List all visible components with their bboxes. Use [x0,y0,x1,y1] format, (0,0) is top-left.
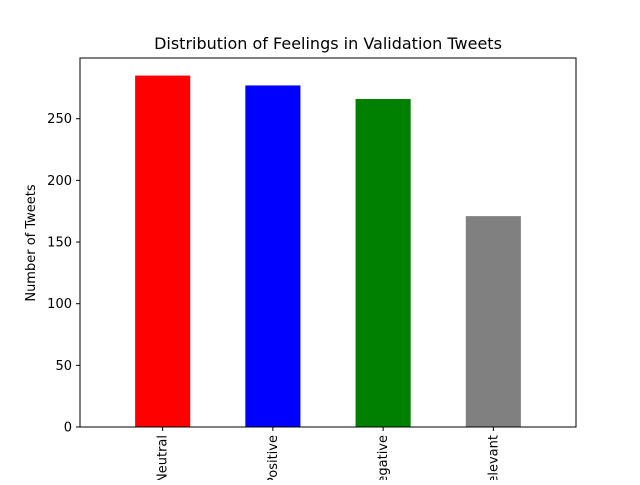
x-tick-label: Positive [266,435,281,480]
chart-title: Distribution of Feelings in Validation T… [154,34,502,53]
bar-irrelevant [465,216,521,427]
bar-neutral [135,75,191,427]
y-tick-label: 100 [47,297,72,312]
x-tick-label: Irrelevant [486,435,501,480]
bar-negative [355,99,411,427]
y-tick-label: 50 [55,359,72,374]
y-ticks: 0 50 100 150 200 250 [47,112,80,436]
bar-positive [245,85,301,427]
x-tick-label: Neutral [156,435,171,480]
y-tick-label: 250 [47,112,72,127]
y-tick-label: 200 [47,174,72,189]
plot-area-frame [79,57,577,428]
x-tick-label: Negative [376,435,391,480]
y-axis-label: Number of Tweets [24,184,39,302]
y-tick-label: 0 [64,421,72,436]
y-tick-label: 150 [47,236,72,251]
x-ticks: Neutral Positive Negative Irrelevant [156,427,501,480]
bars-layer [135,75,521,427]
